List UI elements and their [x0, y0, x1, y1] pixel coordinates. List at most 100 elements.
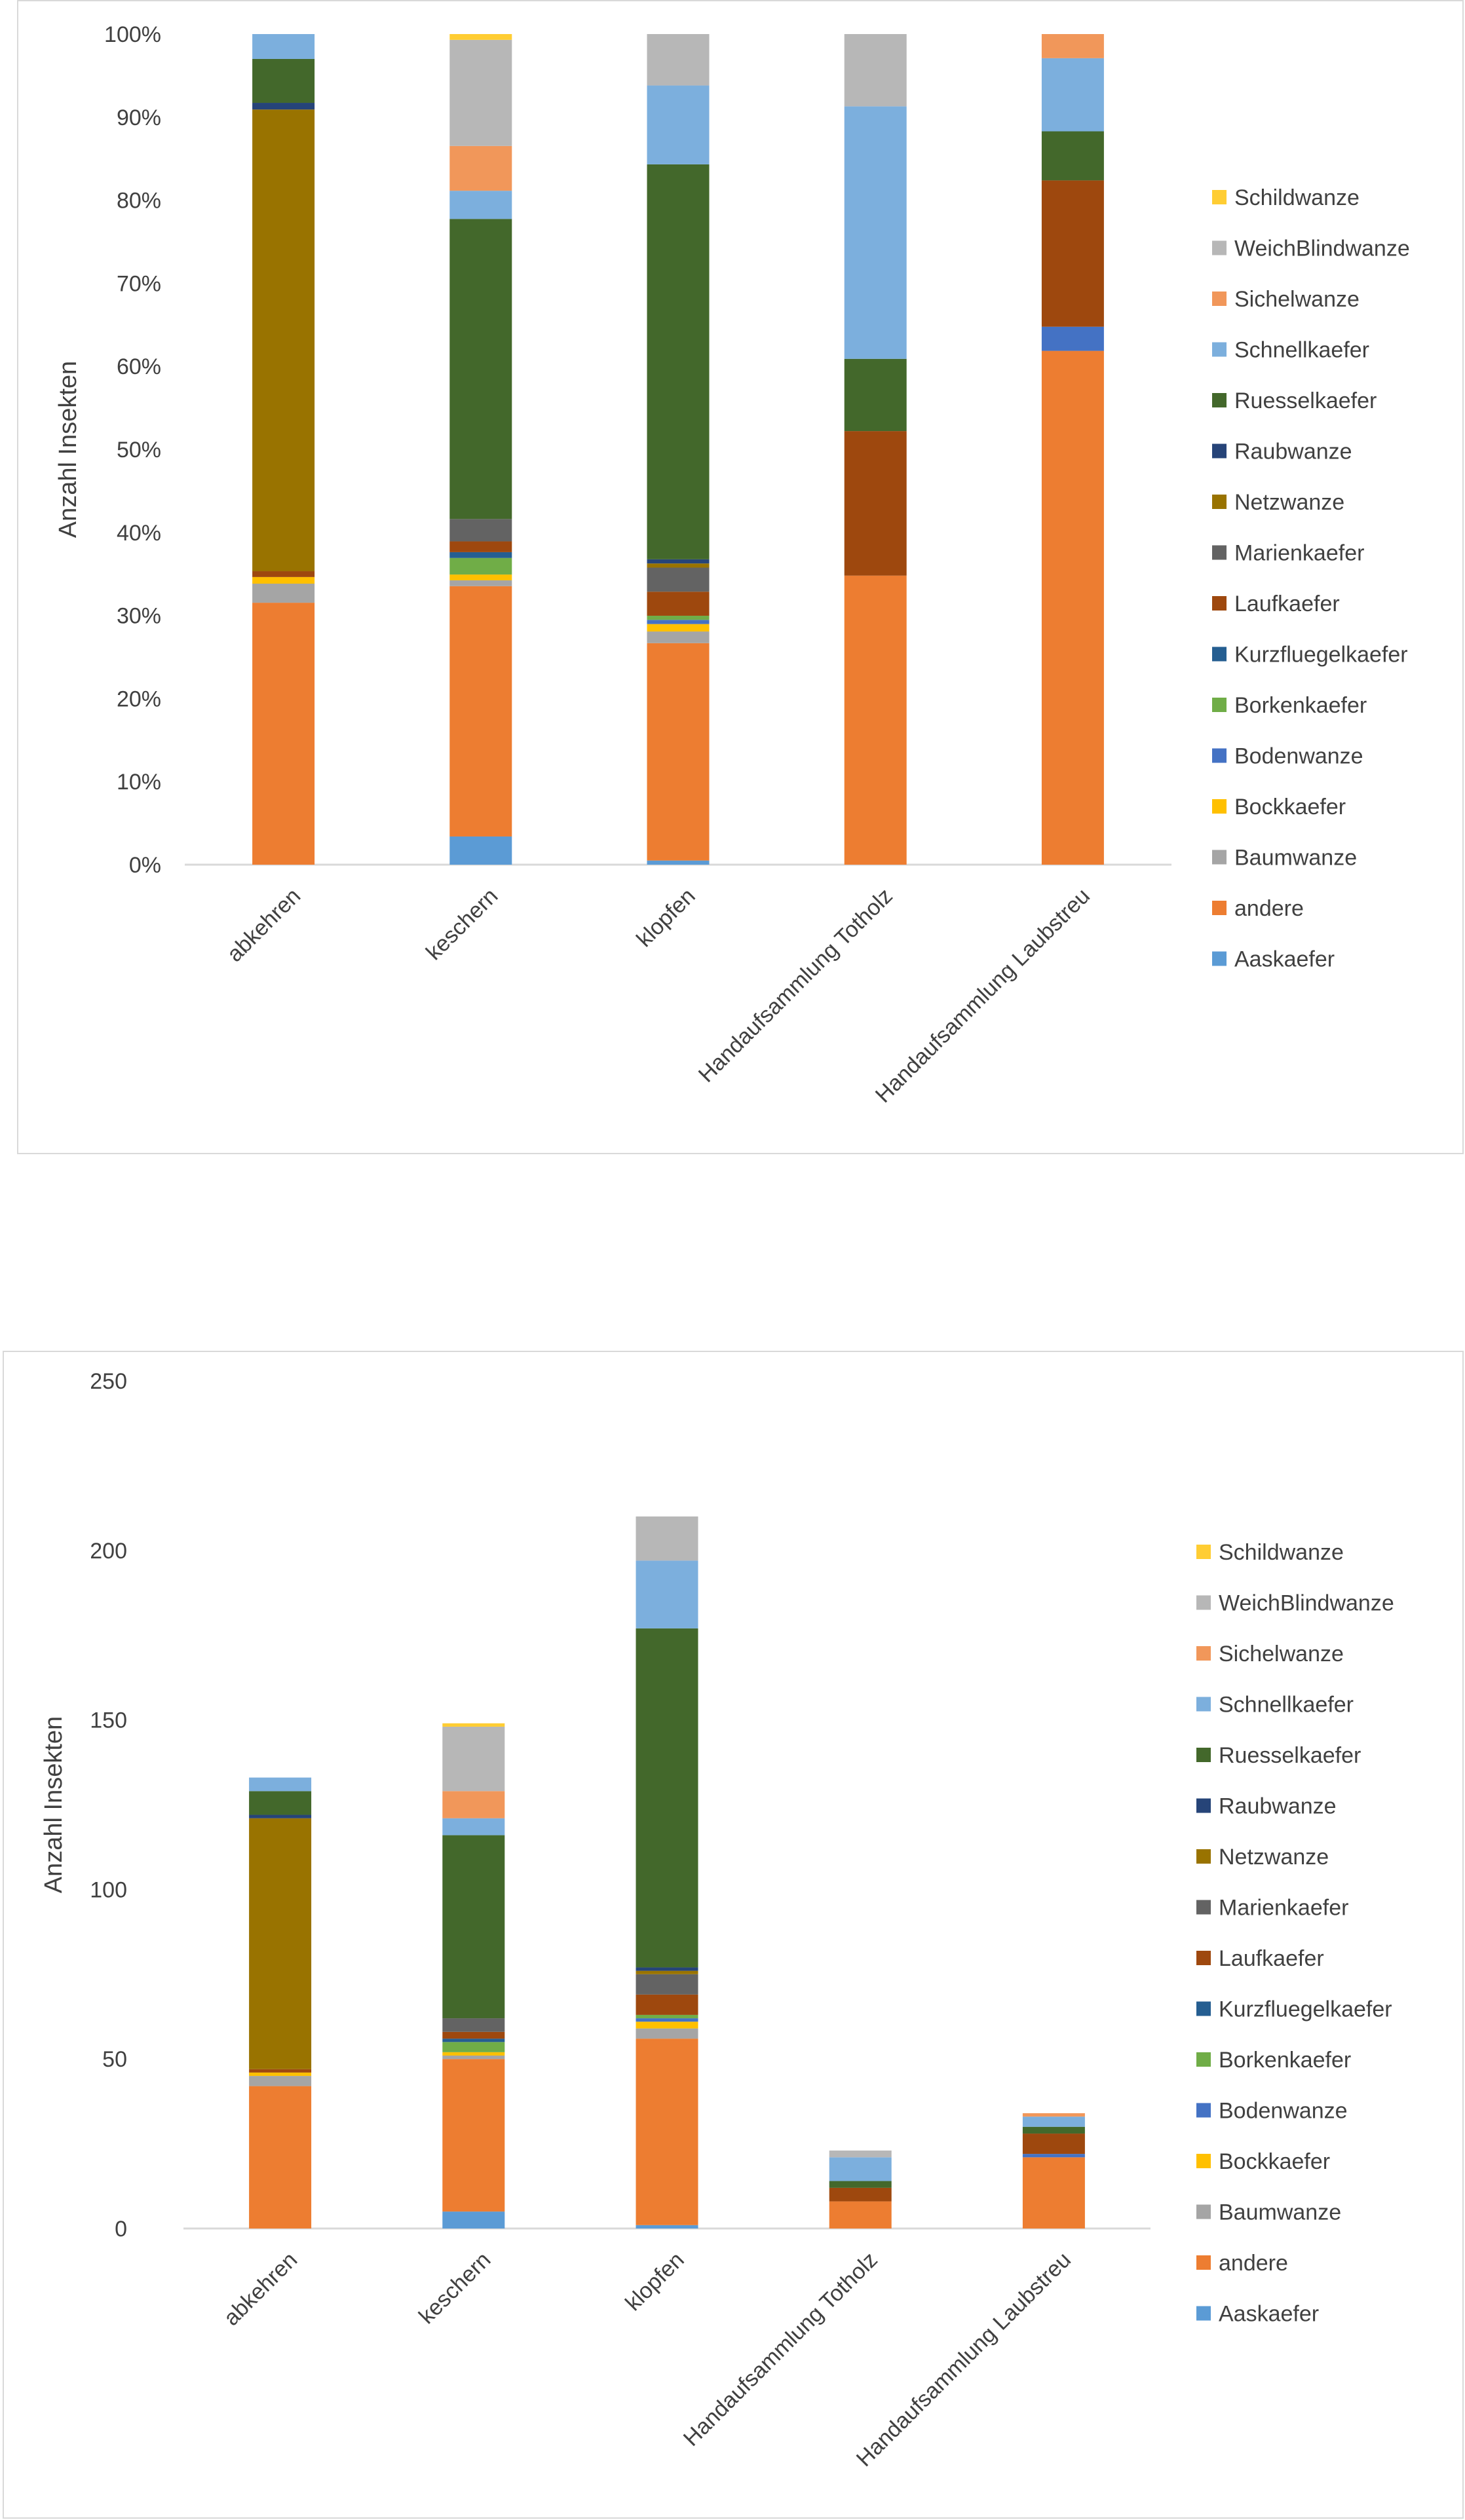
- bar-segment: [249, 1818, 312, 2069]
- bar-segment: [1041, 131, 1104, 181]
- bar-segment: [249, 1777, 312, 1792]
- legend-item-label: Baumwanze: [1219, 2200, 1341, 2225]
- bar-segment: [844, 431, 907, 576]
- legend-swatch: [1196, 2103, 1211, 2118]
- bar-segment: [647, 624, 710, 632]
- x-tick-label: Handaufsammlung Laubstreu: [852, 2247, 1076, 2472]
- bar-segment: [252, 103, 315, 110]
- y-tick-label: 0%: [129, 853, 161, 878]
- legend-item-label: Marienkaefer: [1234, 541, 1364, 566]
- bar-segment: [647, 631, 710, 643]
- legend-swatch: [1196, 1900, 1211, 1915]
- y-tick-label: 60%: [117, 354, 161, 379]
- legend-item-label: Netzwanze: [1234, 490, 1344, 515]
- legend-item-label: Bockkaefer: [1234, 795, 1346, 819]
- y-tick-label: 100: [90, 1877, 127, 1902]
- y-tick-label: 150: [90, 1708, 127, 1733]
- bar-segment: [647, 563, 710, 568]
- legend-item-label: Raubwanze: [1234, 440, 1352, 464]
- bar-segment: [636, 1628, 698, 1968]
- bar-segment: [647, 567, 710, 592]
- bar-segment: [647, 34, 710, 86]
- bar-segment: [636, 1994, 698, 2015]
- legend-item-label: Bockkaefer: [1219, 2149, 1330, 2174]
- bar-segment: [1022, 2113, 1085, 2117]
- bar-segment: [829, 2201, 892, 2229]
- bar-segment: [449, 552, 512, 558]
- legend-item-label: Marienkaefer: [1219, 1896, 1348, 1921]
- x-tick-label: keschern: [414, 2247, 495, 2329]
- legend-item-label: Sichelwanze: [1234, 287, 1360, 312]
- legend-swatch: [1196, 1697, 1211, 1712]
- bar-segment: [442, 1723, 505, 1727]
- legend-swatch: [1196, 1951, 1211, 1965]
- bar-segment: [449, 541, 512, 552]
- bar-segment: [442, 2059, 505, 2212]
- percent-chart-svg: 0% 10% 20% 30% 40% 50% 60% 70% 80% 90% 100% Anzahl …: [54, 22, 1410, 1108]
- bar-segment: [449, 34, 512, 40]
- legend-swatch: [1212, 799, 1227, 814]
- bar-stack-4: [1022, 2113, 1085, 2229]
- legend-swatch: [1196, 1646, 1211, 1661]
- bar-segment: [1022, 2134, 1085, 2154]
- bar-segment: [249, 2072, 312, 2077]
- x-tick-label: klopfen: [632, 884, 700, 952]
- legend-item-label: Schnellkaefer: [1234, 338, 1369, 363]
- legend-item-label: Borkenkaefer: [1234, 693, 1367, 718]
- y-tick-label: 0: [115, 2217, 127, 2242]
- bar-segment: [636, 2014, 698, 2019]
- bar-segment: [647, 164, 710, 559]
- bar-segment: [449, 580, 512, 586]
- bar-segment: [442, 1818, 505, 1835]
- legend-item-label: WeichBlindwanze: [1234, 236, 1410, 261]
- bar-stack-0: [252, 34, 315, 865]
- bar-segment: [647, 620, 710, 624]
- legend-swatch: [1212, 951, 1227, 966]
- legend-item-label: Schildwanze: [1219, 1540, 1344, 1565]
- bar-segment: [442, 2052, 505, 2056]
- bar-segment: [844, 34, 907, 107]
- bar-segment: [442, 1835, 505, 2019]
- y-tick-label: 200: [90, 1539, 127, 1564]
- bar-segment: [636, 2022, 698, 2029]
- bar-stack-2: [636, 1516, 698, 2229]
- y-tick-label: 20%: [117, 686, 161, 711]
- bar-stack-1: [449, 34, 512, 865]
- legend-item-label: Laufkaefer: [1219, 1946, 1324, 1971]
- legend-item-label: Bodenwanze: [1219, 2099, 1348, 2124]
- y-tick-label: 100%: [104, 22, 161, 47]
- y-axis-label: Anzahl Insekten: [54, 361, 82, 538]
- legend-item-label: Netzwanze: [1219, 1845, 1329, 1870]
- bar-segment: [449, 191, 512, 219]
- y-tick-label: 80%: [117, 189, 161, 214]
- bar-segment: [449, 836, 512, 865]
- bar-segment: [252, 58, 315, 103]
- bar-segment: [252, 603, 315, 865]
- bar-segment: [829, 2187, 892, 2202]
- percent-stacked-bar-chart: 0% 10% 20% 30% 40% 50% 60% 70% 80% 90% 100% Anzahl …: [17, 0, 1464, 1154]
- legend-item-label: Baumwanze: [1234, 846, 1357, 871]
- bar-segment: [249, 2086, 312, 2229]
- legend-swatch: [1196, 1748, 1211, 1762]
- bar-stack-0: [249, 1777, 312, 2229]
- bar-stack-1: [442, 1723, 505, 2229]
- bar-segment: [636, 1970, 698, 1974]
- x-tick-label: Handaufsammlung Totholz: [679, 2247, 883, 2451]
- x-tick-label: abkehren: [222, 884, 305, 967]
- bar-stack-4: [1041, 34, 1104, 865]
- absolute-chart-svg: 0 50 100 150 200 250 Anzahl Insekten abkehren ke…: [40, 1369, 1394, 2472]
- bar-segment: [636, 1516, 698, 1561]
- legend-swatch: [1196, 1545, 1211, 1559]
- bar-segment: [249, 1815, 312, 1818]
- bar-segment: [252, 576, 315, 584]
- bar-segment: [449, 145, 512, 191]
- y-tick-label: 250: [90, 1369, 127, 1394]
- legend-swatch: [1212, 393, 1227, 407]
- x-tick-label: abkehren: [219, 2247, 302, 2331]
- legend-swatch: [1212, 190, 1227, 204]
- legend-swatch: [1212, 443, 1227, 459]
- y-tick-label: 30%: [117, 604, 161, 629]
- y-tick-label: 50%: [117, 438, 161, 462]
- legend-item-label: Borkenkaefer: [1219, 2048, 1351, 2073]
- legend-item-label: Schildwanze: [1234, 185, 1360, 210]
